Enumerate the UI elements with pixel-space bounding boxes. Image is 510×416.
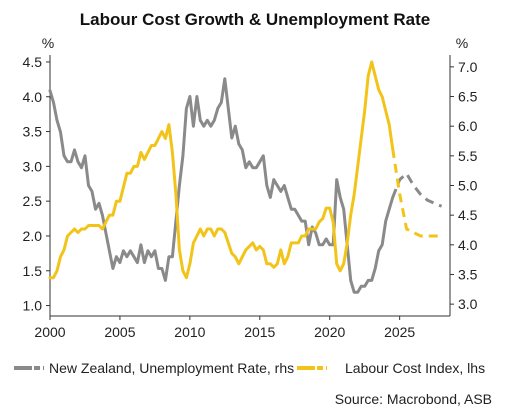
series-line-labour-cost-forecast xyxy=(391,148,442,238)
left-tick-label: 2.0 xyxy=(23,228,43,244)
axes: 1.0 1.5 2.0 2.5 3.0 3.5 4.0 4.5 3.0 3.5 4.0 4.5 5.0 5… xyxy=(23,54,478,340)
x-tick-label: 2020 xyxy=(314,324,345,340)
x-tick-label: 2010 xyxy=(174,324,205,340)
chart-title: Labour Cost Growth & Unemployment Rate xyxy=(80,10,430,29)
right-tick-label: 5.0 xyxy=(458,178,478,194)
right-axis-unit: % xyxy=(456,35,468,51)
x-tick-label: 2025 xyxy=(384,324,415,340)
series-line-unemployment-forecast xyxy=(391,172,443,208)
left-tick-label: 3.5 xyxy=(23,124,43,140)
left-tick-label: 1.5 xyxy=(23,263,43,279)
legend: New Zealand, Unemployment Rate, rhs Labo… xyxy=(14,360,485,376)
right-tick-label: 3.0 xyxy=(458,296,478,312)
source-note: Source: Macrobond, ASB xyxy=(335,391,492,407)
right-tick-label: 6.0 xyxy=(458,118,478,134)
left-tick-label: 2.5 xyxy=(23,193,43,209)
series-layer xyxy=(48,60,443,294)
right-tick-label: 7.0 xyxy=(458,59,478,75)
right-tick-label: 4.5 xyxy=(458,207,478,223)
right-tick-label: 6.5 xyxy=(458,89,478,105)
left-axis-unit: % xyxy=(42,35,54,51)
x-tick-label: 2015 xyxy=(244,324,275,340)
left-tick-label: 4.0 xyxy=(23,89,43,105)
left-tick-label: 3.0 xyxy=(23,158,43,174)
left-tick-label: 1.0 xyxy=(23,298,43,314)
right-tick-label: 5.5 xyxy=(458,148,478,164)
left-tick-label: 4.5 xyxy=(23,54,43,70)
legend-label-unemployment: New Zealand, Unemployment Rate, rhs xyxy=(49,360,294,376)
right-tick-label: 4.0 xyxy=(458,237,478,253)
x-tick-label: 2000 xyxy=(34,324,65,340)
legend-label-labour-cost: Labour Cost Index, lhs xyxy=(345,360,485,376)
series-line-labour-cost-actual xyxy=(48,60,395,280)
right-tick-label: 3.5 xyxy=(458,266,478,282)
series-line-unemployment-actual xyxy=(48,77,395,294)
x-tick-label: 2005 xyxy=(104,324,135,340)
